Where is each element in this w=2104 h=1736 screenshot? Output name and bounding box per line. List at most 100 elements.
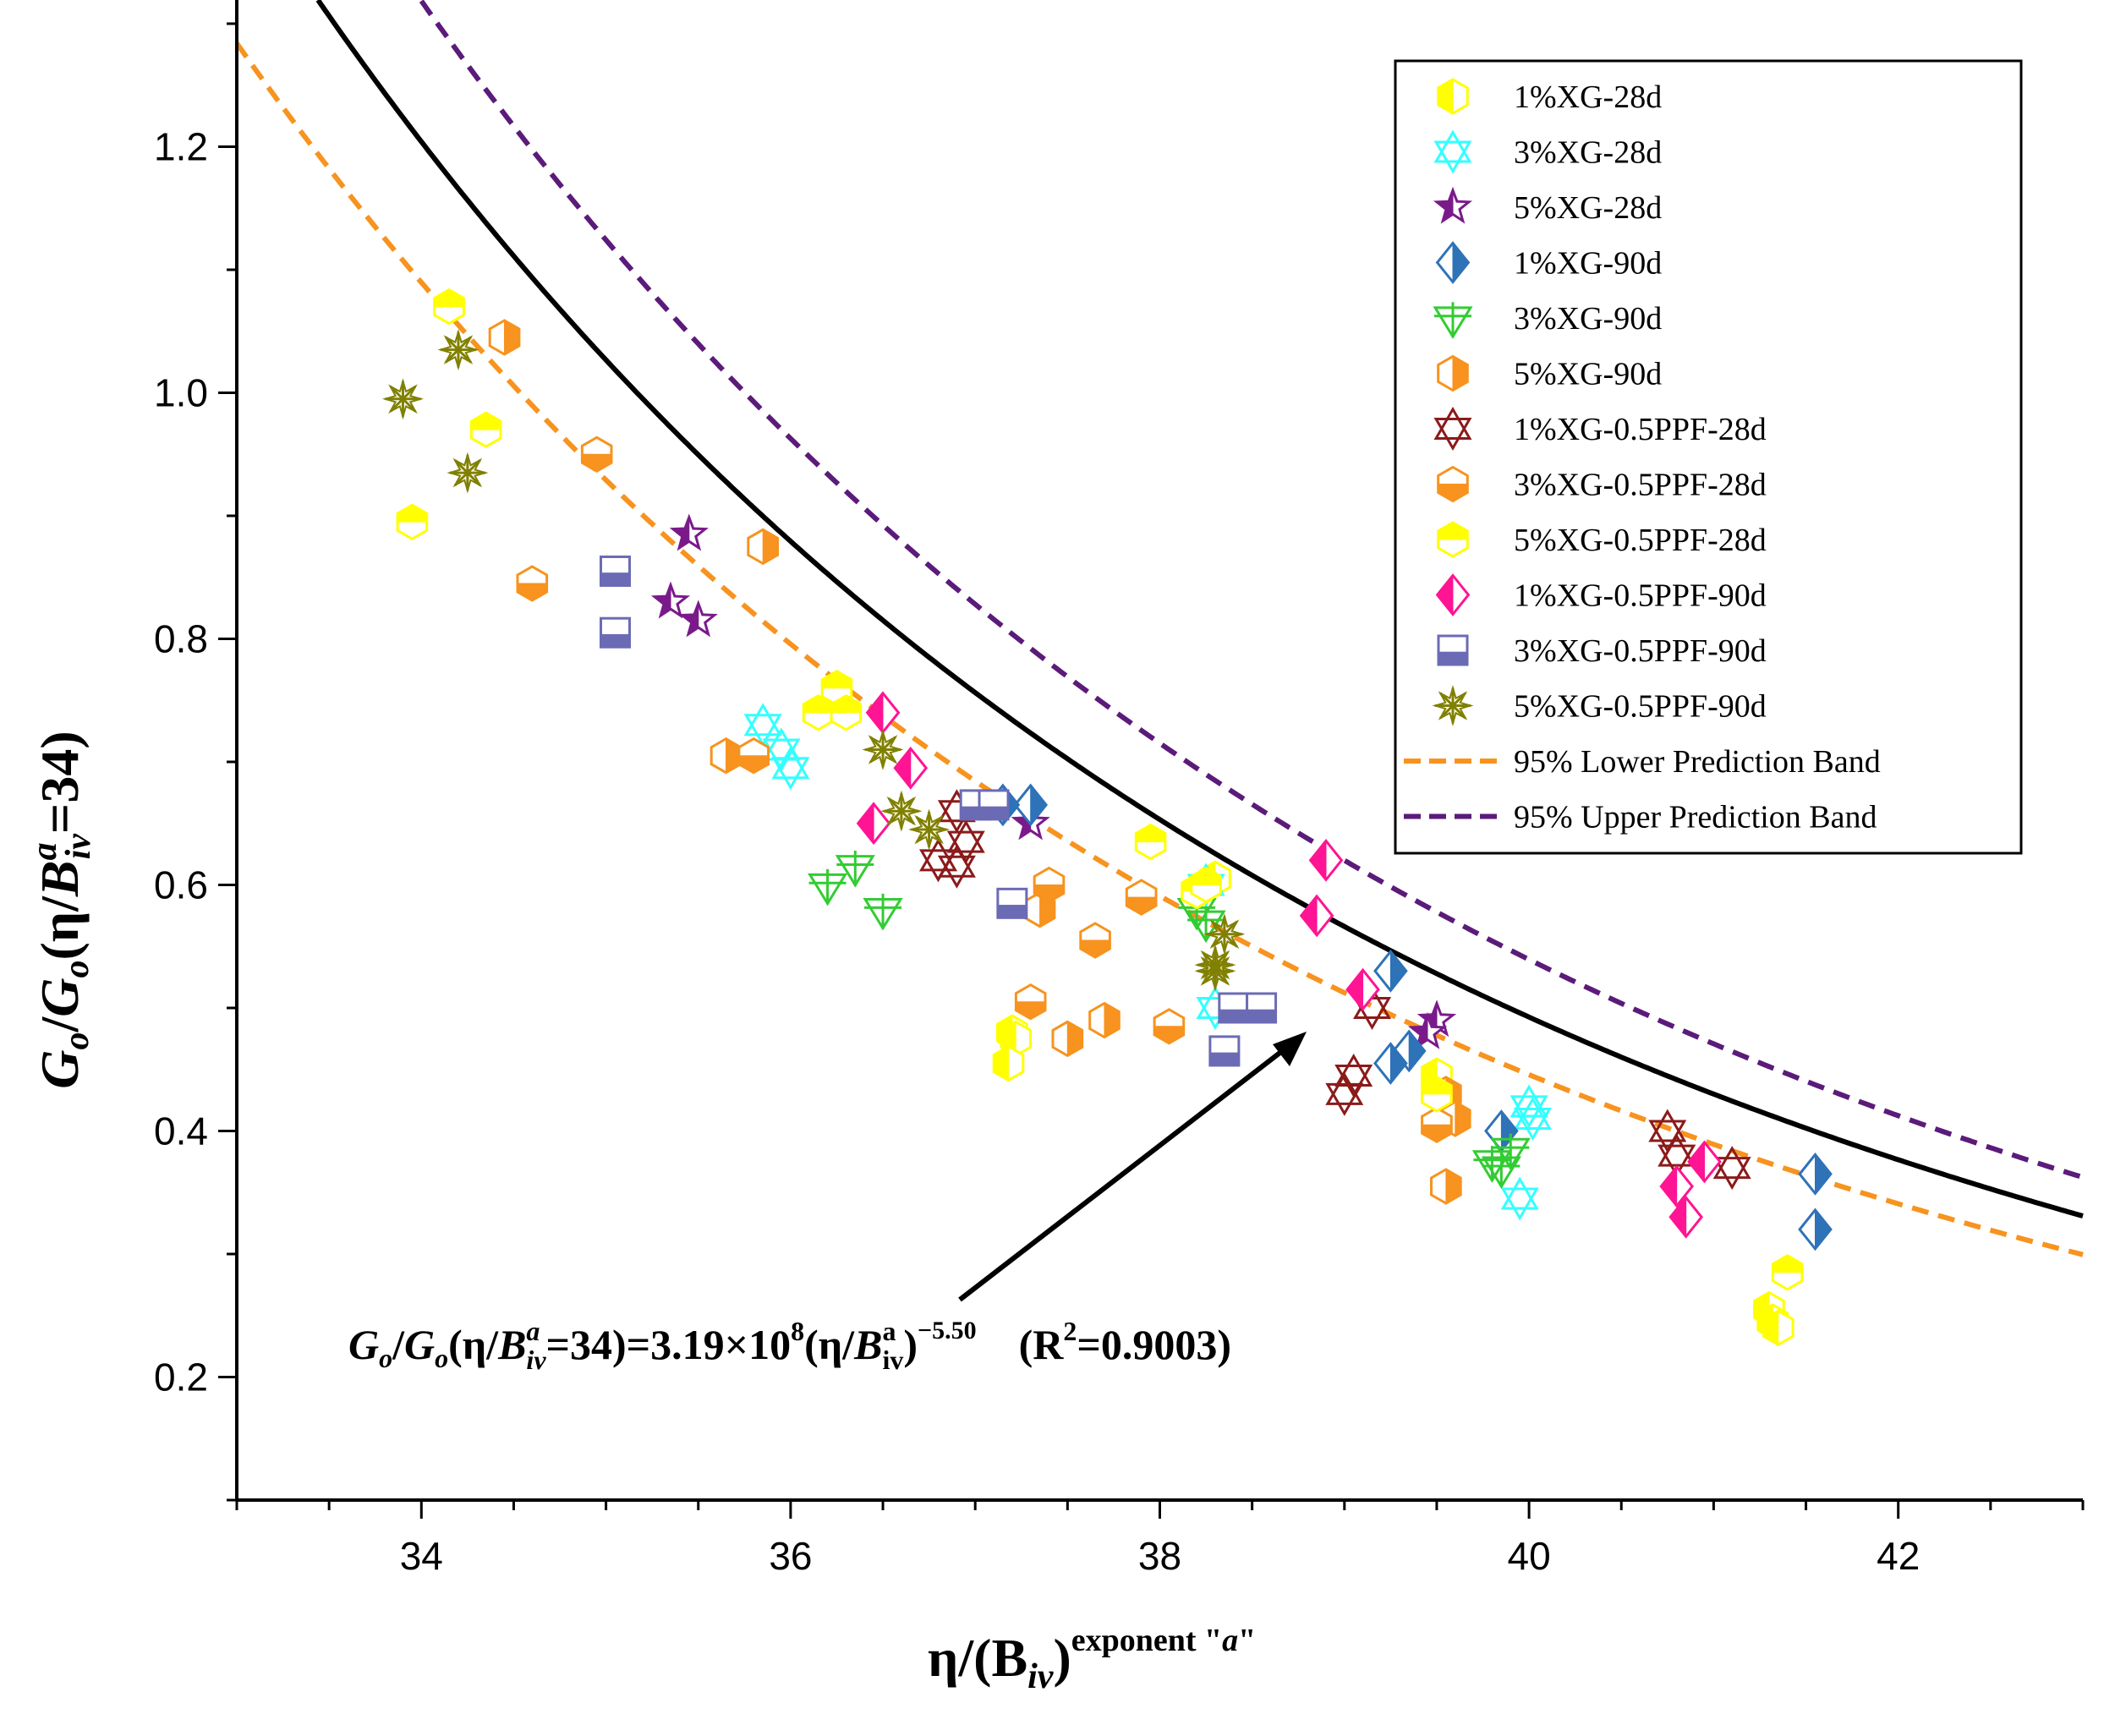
star-triangle-up [937,844,976,878]
star-triangle-down [743,714,782,748]
asterisk-outline [447,452,489,494]
star-triangle-up [743,703,782,737]
x-tick-label: 40 [1508,1534,1551,1578]
data-point [1421,1076,1453,1113]
legend-item: 5%XG-90d [1437,354,1662,392]
data-point [433,288,465,326]
diamond-fill [1669,1196,1687,1238]
data-point [978,789,1010,821]
data-point [396,503,429,541]
hexagon-fill [821,671,852,689]
hexagon-fill [1135,824,1166,843]
legend-box [1394,59,2023,855]
hexagon-fill [581,453,612,472]
data-point [880,790,923,832]
hexagon-fill [1455,1101,1471,1136]
diamond-fill [1030,784,1047,826]
legend-label: 95% Upper Prediction Band [1514,800,1877,835]
data-point [678,600,718,638]
square-fill [1209,1052,1239,1065]
star-triangle-down [762,738,801,772]
asterisk-arm [887,797,915,825]
equation-arrow-shaft [958,1046,1287,1302]
diamond-fill [1389,1043,1407,1084]
star-triangle-up [946,819,985,853]
data-point [771,746,810,791]
data-point [600,555,632,587]
data-point [856,802,891,846]
data-point [908,808,951,851]
data-point [835,850,875,888]
legend-item: 5%XG-0.5PPF-90d [1432,684,1767,727]
asterisk-arm [1202,957,1229,985]
legend-item: 95% Upper Prediction Band [1404,800,1877,835]
legend: 1%XG-28d 3%XG-28d 5%XG-28d 1%XG-90d 3%XG-90d… [1394,59,2023,855]
hexagon-fill [1763,1310,1779,1346]
hexagon-fill [993,1045,1009,1082]
series-3%XG-0.5PPF-28d [516,435,1453,1143]
series-5%XG-0.5PPF-28d [396,288,1804,1291]
asterisk-arm [1210,920,1238,948]
data-point [516,565,549,602]
legend-item: 1%XG-0.5PPF-90d [1435,573,1767,616]
hexagon-fill [1772,1255,1803,1273]
diamond-fill [1688,1141,1705,1183]
star-triangle-up [919,838,958,872]
curves [234,0,2084,1257]
equation-arrow-head [1273,1032,1307,1066]
data-point [1421,1106,1453,1143]
legend-item: 1%XG-0.5PPF-28d [1433,406,1767,452]
hexagon-fill [1438,484,1468,502]
data-point [1659,1164,1695,1208]
hexagon-fill [762,528,778,565]
data-point [830,694,863,731]
legend-item: 95% Lower Prediction Band [1404,744,1881,780]
legend-item: 5%XG-0.5PPF-28d [1437,521,1767,558]
hexagon-fill [397,504,428,523]
series-3%XG-0.5PPF-90d [600,555,1278,1067]
square-fill [600,572,630,586]
data-point [802,694,835,731]
legend-item: 1%XG-90d [1435,241,1662,284]
star-fill [671,517,690,550]
legend-item: 3%XG-90d [1433,301,1662,339]
square-fill [1438,651,1467,665]
data-points [381,288,1833,1347]
hexagon-fill [1438,79,1454,114]
data-point [1014,983,1047,1021]
diamond-fill [1660,1165,1678,1208]
data-point [996,887,1028,919]
data-point [1134,823,1167,861]
data-point [1490,1133,1531,1171]
hexagon-fill [1153,1026,1185,1044]
star-triangle-up [1712,1146,1751,1180]
asterisk-outline [1432,684,1474,727]
legend-item: 5%XG-28d [1433,186,1662,226]
asterisk-arm [445,336,472,364]
data-point [1407,1011,1448,1049]
data-point [1203,913,1246,956]
data-point [1246,992,1278,1024]
data-point [937,844,976,889]
series-5%XG-90d [488,319,1471,1205]
asterisk-outline [1203,913,1246,956]
diamond-fill [1500,1110,1518,1152]
data-point [447,452,489,494]
star-triangle-up [1513,1097,1552,1130]
star-triangle-down [1510,1095,1548,1129]
data-point [1771,1254,1804,1291]
asterisk-arm [389,385,417,413]
series-1%XG-0.5PPF-28d [919,789,1751,1191]
diamond-fill [1301,895,1318,937]
legend-label: 3%XG-0.5PPF-90d [1514,633,1767,669]
legend-label: 3%XG-90d [1514,301,1662,337]
star-triangle-up [1433,129,1472,163]
star-fill [1410,1015,1428,1048]
diamond-fill [894,747,912,789]
square-fill [997,905,1027,918]
data-point [1345,967,1380,1011]
asterisk-arm [915,816,943,843]
hexagon-fill [1452,355,1468,392]
x-tick-label: 38 [1138,1534,1181,1578]
star-fill [653,584,671,617]
